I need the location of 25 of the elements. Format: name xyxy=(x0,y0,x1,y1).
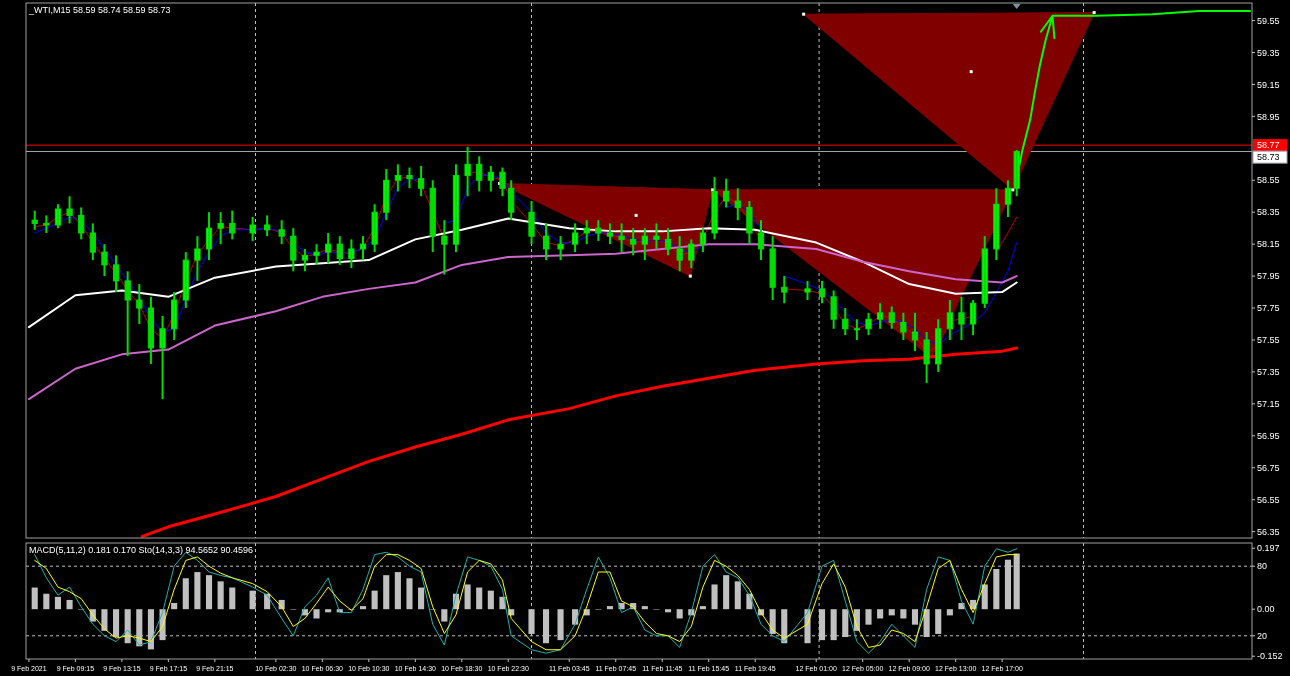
y-tick-label: 56.35 xyxy=(1257,526,1280,537)
y-tick-label: -0.152 xyxy=(1257,651,1283,662)
chart-title: _WTI,M15 58.59 58.74 58.59 58.73 xyxy=(28,5,171,15)
y-tick-label: 57.95 xyxy=(1257,271,1280,282)
ref-line-label: 58.77 xyxy=(1257,140,1280,151)
y-tick-label: 57.35 xyxy=(1257,367,1280,378)
y-tick-label: 58.95 xyxy=(1257,111,1280,122)
y-tick-label: 0.197 xyxy=(1257,543,1280,554)
y-tick-label: 57.15 xyxy=(1257,399,1280,409)
y-tick-label: 59.15 xyxy=(1257,79,1280,90)
y-tick-label: 57.75 xyxy=(1257,303,1280,314)
y-tick-label: 57.55 xyxy=(1257,335,1280,346)
y2-tick-label: 20 xyxy=(1257,630,1268,641)
y-tick-label: 56.75 xyxy=(1257,462,1280,473)
y-tick-label: 56.55 xyxy=(1257,494,1280,505)
chart-title: MACD(5,11,2) 0.181 0.170 Sto(14,3,3) 94.5652 90.4596 xyxy=(29,545,253,555)
ref-line-label: 58.73 xyxy=(1257,152,1280,163)
y-tick-label: 58.35 xyxy=(1257,207,1280,218)
y-tick-label: 59.35 xyxy=(1257,47,1280,58)
y-tick-label: 58.55 xyxy=(1257,175,1280,186)
y2-tick-label: 80 xyxy=(1257,561,1268,572)
y-tick-label: 56.95 xyxy=(1257,430,1280,441)
y-tick-label: 0.00 xyxy=(1257,604,1275,615)
y-tick-label: 58.15 xyxy=(1257,239,1280,250)
y-tick-label: 59.55 xyxy=(1257,15,1280,26)
